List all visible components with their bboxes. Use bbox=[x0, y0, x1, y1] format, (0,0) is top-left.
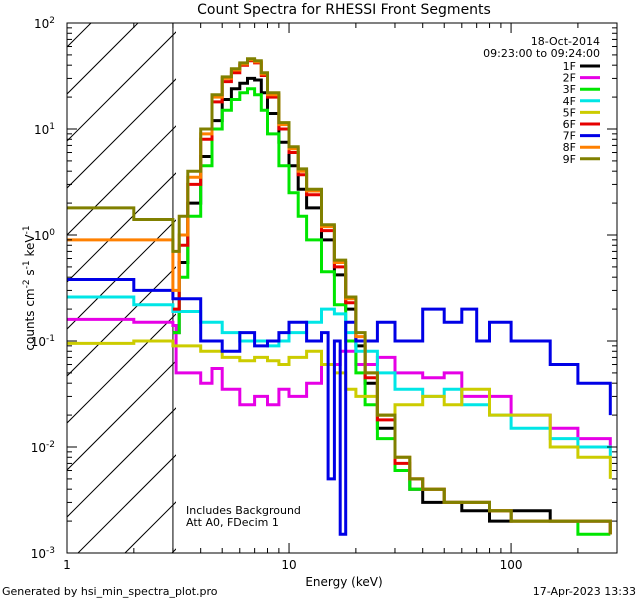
hatch-line bbox=[67, 407, 176, 518]
hatch-line bbox=[67, 23, 139, 95]
legend-label-9F: 9F bbox=[563, 153, 576, 166]
legend-label-1F: 1F bbox=[563, 60, 576, 73]
footer-generated: Generated by hsi_min_spectra_plot.pro bbox=[2, 585, 218, 598]
hatch-line bbox=[67, 360, 176, 471]
hatch-line bbox=[67, 219, 176, 330]
y-tick-label: 100 bbox=[34, 228, 55, 243]
x-tick-label: 10 bbox=[281, 558, 296, 572]
y-tick-label: 10-3 bbox=[31, 546, 55, 561]
series-5F bbox=[67, 339, 612, 479]
series-3F bbox=[172, 87, 611, 536]
y-axis-label: counts cm-2 s-1 keV-1 bbox=[22, 225, 37, 350]
x-tick-label: 1 bbox=[63, 558, 71, 572]
date-label: 18-Oct-2014 bbox=[531, 35, 600, 48]
y-tick-label: 10-2 bbox=[31, 440, 55, 455]
legend-label-3F: 3F bbox=[563, 83, 576, 96]
annotation-background: Includes Background bbox=[186, 504, 301, 517]
x-axis-label: Energy (keV) bbox=[305, 575, 382, 589]
excluded-energy-hatch bbox=[0, 0, 640, 553]
time-range-label: 09:23:00 to 09:24:00 bbox=[483, 47, 600, 60]
plot-frame bbox=[66, 22, 618, 554]
legend-label-6F: 6F bbox=[563, 118, 576, 131]
x-tick-label: 100 bbox=[500, 558, 523, 572]
series-2F bbox=[67, 317, 612, 447]
series-1F bbox=[172, 76, 612, 535]
series-7F bbox=[67, 278, 612, 536]
chart-title: Count Spectra for RHESSI Front Segments bbox=[197, 2, 491, 18]
legend-label-5F: 5F bbox=[563, 106, 576, 119]
series-layer bbox=[67, 57, 612, 536]
hatch-line bbox=[0, 0, 114, 553]
footer-timestamp: 17-Apr-2023 13:33 bbox=[533, 585, 636, 598]
series-8F bbox=[67, 58, 612, 535]
series-6F bbox=[172, 59, 612, 535]
hatch-line bbox=[67, 78, 176, 189]
y-tick-label: 102 bbox=[34, 16, 55, 31]
hatch-line bbox=[266, 0, 640, 553]
hatch-line bbox=[77, 454, 176, 553]
y-tick-label: 101 bbox=[34, 122, 55, 137]
hatch-line bbox=[67, 172, 176, 283]
hatch-line bbox=[219, 0, 640, 553]
annotation-attenuator: Att A0, FDecim 1 bbox=[186, 516, 279, 529]
legend-label-4F: 4F bbox=[563, 95, 576, 108]
hatch-line bbox=[67, 31, 176, 142]
series-9F bbox=[67, 57, 612, 535]
legend-label-2F: 2F bbox=[563, 72, 576, 85]
legend-label-8F: 8F bbox=[563, 141, 576, 154]
legend-label-7F: 7F bbox=[563, 130, 576, 143]
hatch-line bbox=[67, 125, 176, 236]
